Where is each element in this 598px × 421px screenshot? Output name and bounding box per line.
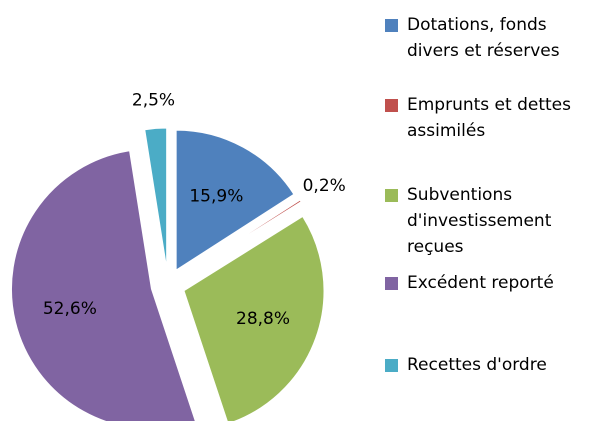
legend-swatch — [385, 359, 398, 372]
legend-entry: Excédent reporté — [385, 270, 595, 296]
pie-slice — [10, 150, 196, 421]
pie-slice — [182, 199, 302, 277]
pie-slice — [144, 127, 168, 269]
legend-swatch — [385, 19, 398, 32]
data-label: 15,9% — [189, 186, 243, 206]
legend-label: Recettes d'ordre — [407, 355, 547, 375]
legend-entry: Recettes d'ordre — [385, 352, 595, 378]
data-label: 0,2% — [303, 176, 346, 196]
legend-entry: Emprunts et dettes assimilés — [385, 92, 595, 144]
legend-swatch — [385, 277, 398, 290]
data-label: 2,5% — [132, 91, 175, 111]
legend-swatch — [385, 189, 398, 202]
pie-slice — [175, 129, 295, 271]
legend-label: Emprunts et dettes assimilés — [407, 95, 571, 141]
legend-entry: Dotations, fonds divers et réserves — [385, 12, 595, 64]
data-label: 52,6% — [43, 299, 97, 319]
legend-label: Excédent reporté — [407, 273, 554, 293]
legend-label: Subventions d'investissement reçues — [407, 185, 552, 257]
data-label: 28,8% — [236, 309, 290, 329]
legend-swatch — [385, 99, 398, 112]
pie-slice — [183, 215, 325, 421]
legend-label: Dotations, fonds divers et réserves — [407, 15, 560, 61]
legend-entry: Subventions d'investissement reçues — [385, 182, 595, 260]
